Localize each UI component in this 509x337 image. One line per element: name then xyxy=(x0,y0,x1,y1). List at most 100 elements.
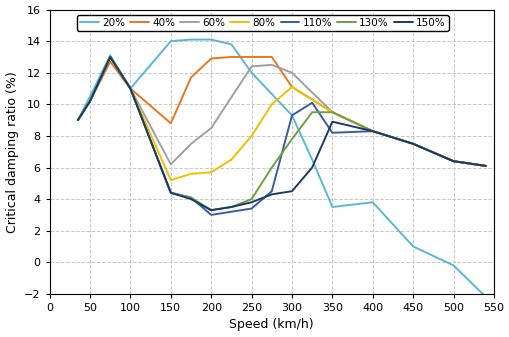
Line: 40%: 40% xyxy=(78,57,485,166)
40% xyxy=(409,142,415,146)
150% xyxy=(87,99,93,103)
150% xyxy=(409,142,415,146)
Line: 20%: 20% xyxy=(78,39,485,297)
20% xyxy=(208,37,214,41)
130% xyxy=(228,205,234,209)
150% xyxy=(107,55,113,59)
110% xyxy=(449,159,456,163)
40% xyxy=(208,57,214,61)
80% xyxy=(482,164,488,168)
110% xyxy=(87,99,93,103)
110% xyxy=(75,118,81,122)
130% xyxy=(167,191,174,195)
X-axis label: Speed (km/h): Speed (km/h) xyxy=(229,318,314,332)
110% xyxy=(107,55,113,59)
60% xyxy=(289,71,295,75)
80% xyxy=(87,99,93,103)
80% xyxy=(167,178,174,182)
110% xyxy=(268,189,274,193)
150% xyxy=(75,118,81,122)
150% xyxy=(482,164,488,168)
130% xyxy=(75,118,81,122)
80% xyxy=(75,118,81,122)
20% xyxy=(248,71,254,75)
60% xyxy=(107,55,113,59)
40% xyxy=(167,121,174,125)
130% xyxy=(369,129,375,133)
40% xyxy=(127,87,133,91)
150% xyxy=(329,120,335,124)
80% xyxy=(188,172,194,176)
40% xyxy=(188,75,194,80)
130% xyxy=(87,99,93,103)
Line: 80%: 80% xyxy=(78,57,485,180)
20% xyxy=(449,264,456,268)
Legend: 20%, 40%, 60%, 80%, 110%, 130%, 150%: 20%, 40%, 60%, 80%, 110%, 130%, 150% xyxy=(77,15,448,31)
20% xyxy=(188,37,194,41)
110% xyxy=(208,213,214,217)
40% xyxy=(248,55,254,59)
110% xyxy=(127,87,133,91)
Y-axis label: Critical damping ratio (%): Critical damping ratio (%) xyxy=(6,71,18,233)
60% xyxy=(127,87,133,91)
110% xyxy=(409,142,415,146)
130% xyxy=(308,110,315,114)
Line: 150%: 150% xyxy=(78,57,485,210)
60% xyxy=(188,142,194,146)
40% xyxy=(482,164,488,168)
130% xyxy=(409,142,415,146)
110% xyxy=(369,129,375,133)
130% xyxy=(268,165,274,170)
110% xyxy=(289,113,295,117)
40% xyxy=(268,55,274,59)
60% xyxy=(409,142,415,146)
150% xyxy=(208,208,214,212)
150% xyxy=(167,191,174,195)
40% xyxy=(228,55,234,59)
110% xyxy=(248,207,254,211)
60% xyxy=(248,64,254,68)
20% xyxy=(329,205,335,209)
60% xyxy=(369,129,375,133)
60% xyxy=(208,126,214,130)
20% xyxy=(409,244,415,248)
80% xyxy=(369,129,375,133)
80% xyxy=(449,159,456,163)
20% xyxy=(308,158,315,162)
110% xyxy=(482,164,488,168)
80% xyxy=(127,87,133,91)
60% xyxy=(449,159,456,163)
60% xyxy=(167,162,174,166)
130% xyxy=(188,195,194,200)
40% xyxy=(329,110,335,114)
60% xyxy=(329,110,335,114)
110% xyxy=(188,195,194,200)
150% xyxy=(449,159,456,163)
Line: 130%: 130% xyxy=(78,57,485,210)
20% xyxy=(167,39,174,43)
60% xyxy=(268,63,274,67)
20% xyxy=(369,200,375,204)
150% xyxy=(308,165,315,170)
40% xyxy=(289,85,295,89)
130% xyxy=(127,87,133,91)
150% xyxy=(127,87,133,91)
80% xyxy=(329,110,335,114)
80% xyxy=(268,102,274,106)
60% xyxy=(87,99,93,103)
130% xyxy=(248,197,254,201)
130% xyxy=(449,159,456,163)
110% xyxy=(329,131,335,135)
110% xyxy=(308,101,315,105)
40% xyxy=(449,159,456,163)
80% xyxy=(289,85,295,89)
150% xyxy=(289,189,295,193)
40% xyxy=(87,99,93,103)
150% xyxy=(369,129,375,133)
60% xyxy=(482,164,488,168)
20% xyxy=(87,94,93,98)
60% xyxy=(75,118,81,122)
Line: 60%: 60% xyxy=(78,57,485,166)
130% xyxy=(482,164,488,168)
150% xyxy=(248,200,254,204)
